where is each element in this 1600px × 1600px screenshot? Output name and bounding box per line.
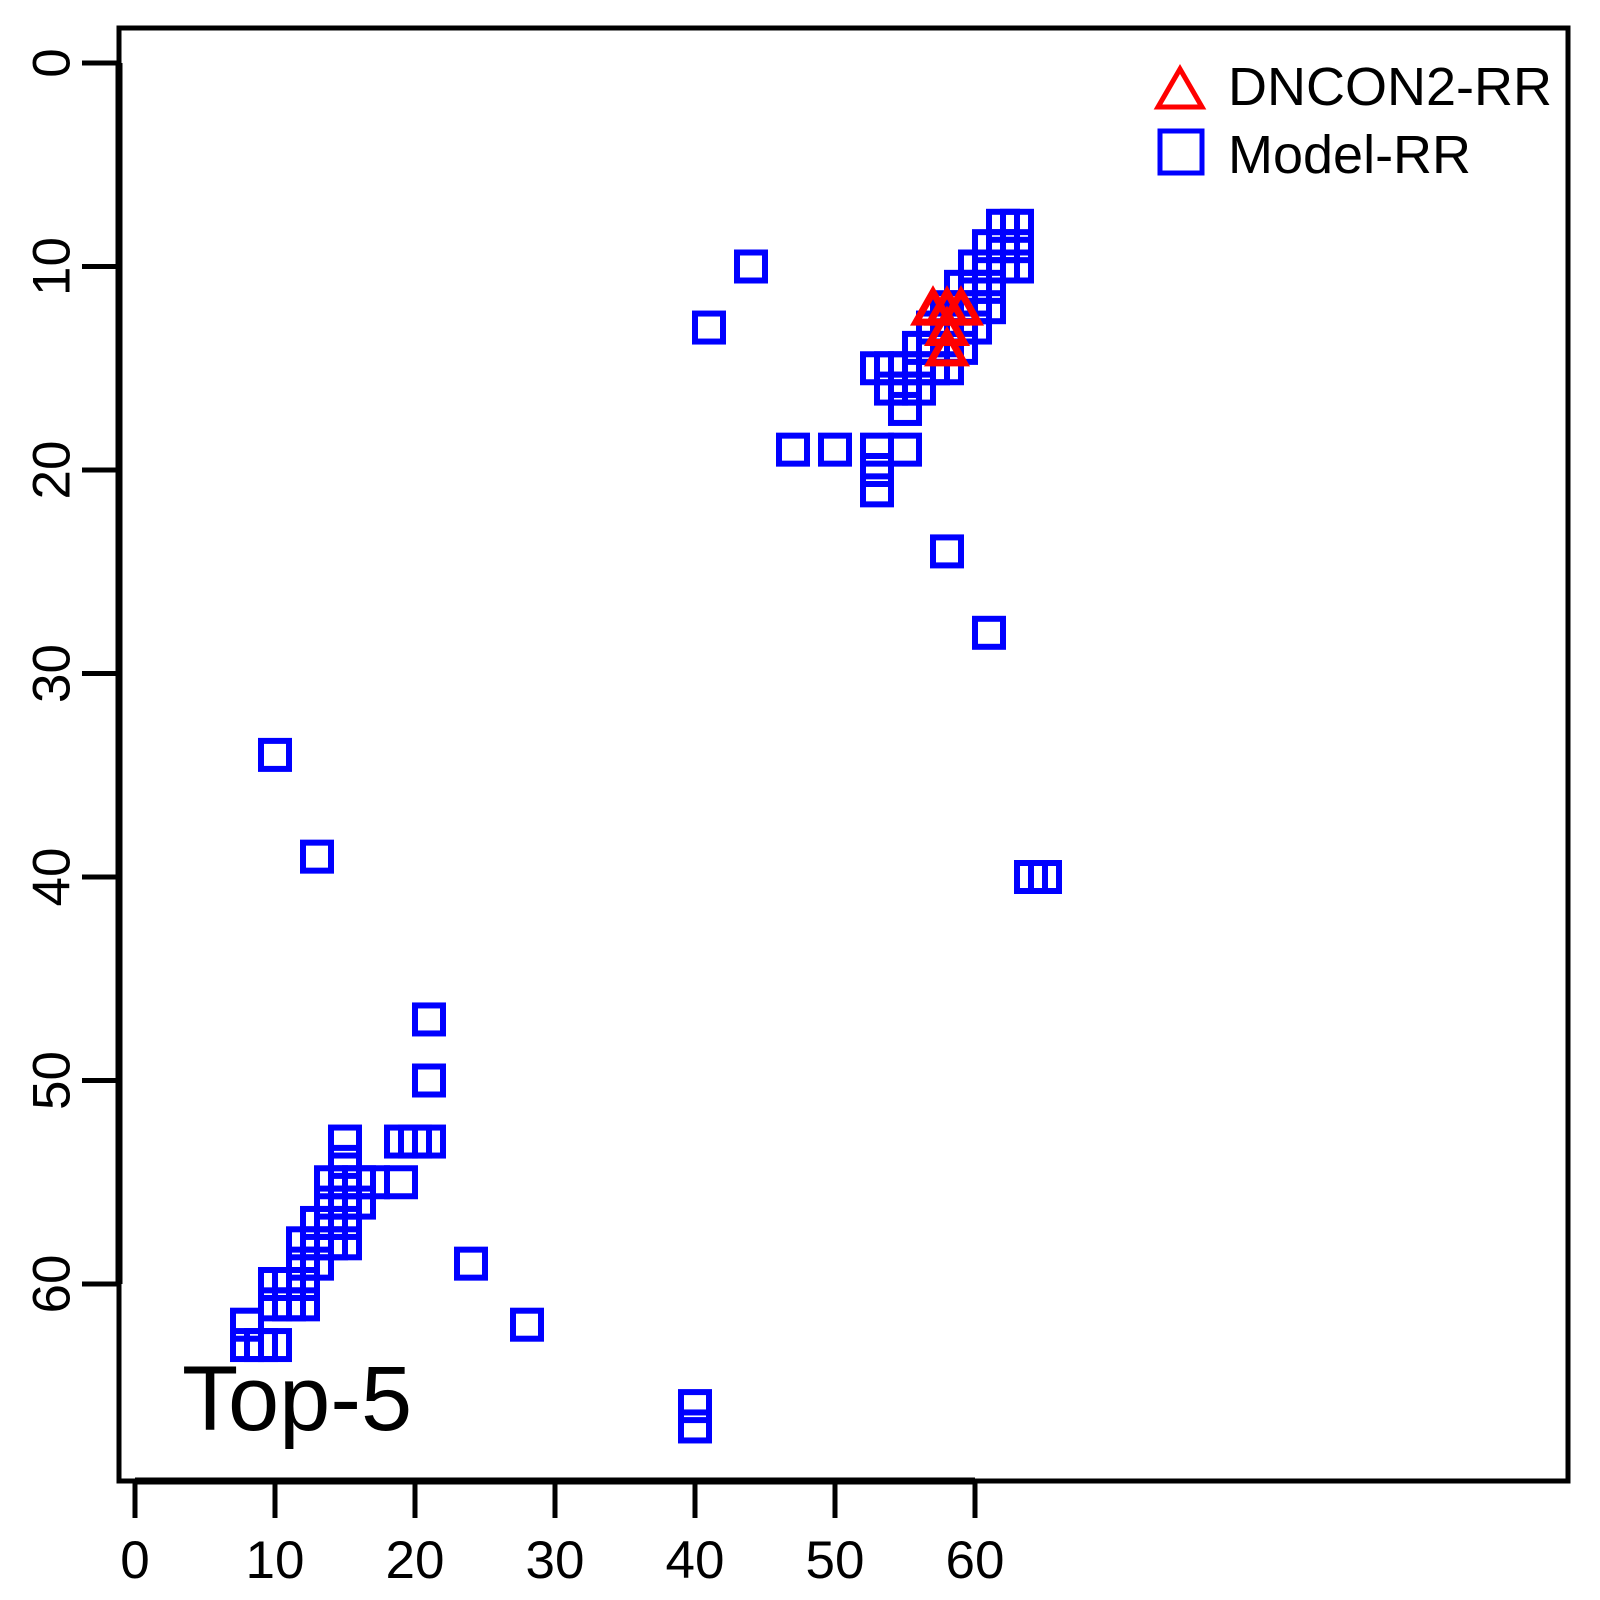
x-axis: 0 10 20 30 40 50 60 bbox=[120, 1477, 1005, 1590]
data-point-square bbox=[412, 1063, 446, 1098]
legend-item-dncon2-rr[interactable]: DNCON2-RR bbox=[1153, 57, 1552, 117]
data-point-square bbox=[930, 534, 964, 569]
x-tick-label: 0 bbox=[120, 1531, 149, 1590]
data-point-triangle bbox=[923, 305, 971, 347]
legend-label-model-rr: Model-RR bbox=[1228, 125, 1471, 185]
x-tick-label: 50 bbox=[806, 1531, 865, 1590]
y-tick-label: 50 bbox=[23, 1051, 82, 1110]
data-point-square bbox=[328, 1226, 362, 1261]
data-point-square bbox=[384, 1165, 418, 1200]
legend-label-dncon2-rr: DNCON2-RR bbox=[1228, 57, 1552, 117]
x-tick-label: 30 bbox=[526, 1531, 585, 1590]
y-tick-label: 10 bbox=[23, 237, 82, 296]
data-point-square bbox=[888, 432, 922, 467]
x-tick-label: 60 bbox=[946, 1531, 1005, 1590]
data-point-square bbox=[258, 1328, 292, 1363]
series-dncon2-rr bbox=[909, 285, 985, 367]
data-point-square bbox=[776, 432, 810, 467]
plot-panel-border bbox=[116, 25, 1571, 1484]
data-point-square bbox=[734, 249, 768, 284]
data-point-square bbox=[1028, 860, 1062, 894]
data-point-square bbox=[300, 839, 334, 874]
data-point-square bbox=[1000, 229, 1034, 264]
y-tick-label: 0 bbox=[23, 48, 82, 77]
y-tick-label: 60 bbox=[23, 1255, 82, 1314]
data-point-triangle bbox=[937, 285, 985, 326]
square-icon bbox=[1157, 128, 1205, 176]
y-tick-label: 40 bbox=[23, 848, 82, 907]
data-point-square bbox=[412, 1124, 446, 1159]
data-point-square bbox=[678, 1409, 712, 1444]
y-axis: 0 10 20 30 40 50 60 bbox=[23, 48, 123, 1314]
data-point-square bbox=[972, 615, 1006, 650]
data-point-square bbox=[328, 1124, 362, 1159]
x-tick-label: 10 bbox=[246, 1531, 305, 1590]
panel-rect bbox=[116, 25, 1571, 1484]
legend: DNCON2-RR Model-RR bbox=[1153, 57, 1552, 185]
y-tick-label: 20 bbox=[23, 441, 82, 500]
x-tick-label: 20 bbox=[386, 1531, 445, 1590]
data-point-square bbox=[1000, 249, 1034, 284]
data-point-square bbox=[818, 432, 852, 467]
panel-label-top5: Top-5 bbox=[182, 1348, 412, 1450]
y-tick-label: 30 bbox=[23, 644, 82, 703]
data-point-square bbox=[1000, 208, 1034, 243]
data-point-square bbox=[860, 453, 894, 487]
data-point-square bbox=[258, 737, 292, 772]
data-point-square bbox=[678, 1389, 712, 1424]
x-tick-label: 40 bbox=[666, 1531, 725, 1590]
data-point-triangle bbox=[923, 325, 971, 367]
data-point-square bbox=[692, 310, 726, 345]
data-point-square bbox=[510, 1307, 544, 1342]
data-point-square bbox=[286, 1287, 320, 1322]
data-point-square bbox=[860, 473, 894, 508]
series-model-rr bbox=[230, 208, 1062, 1444]
data-point-square bbox=[860, 432, 894, 467]
triangle-icon bbox=[1153, 64, 1207, 110]
data-point-square bbox=[454, 1246, 488, 1281]
data-point-square bbox=[972, 290, 1006, 325]
legend-item-model-rr[interactable]: Model-RR bbox=[1157, 125, 1471, 185]
data-point-square bbox=[412, 1002, 446, 1037]
